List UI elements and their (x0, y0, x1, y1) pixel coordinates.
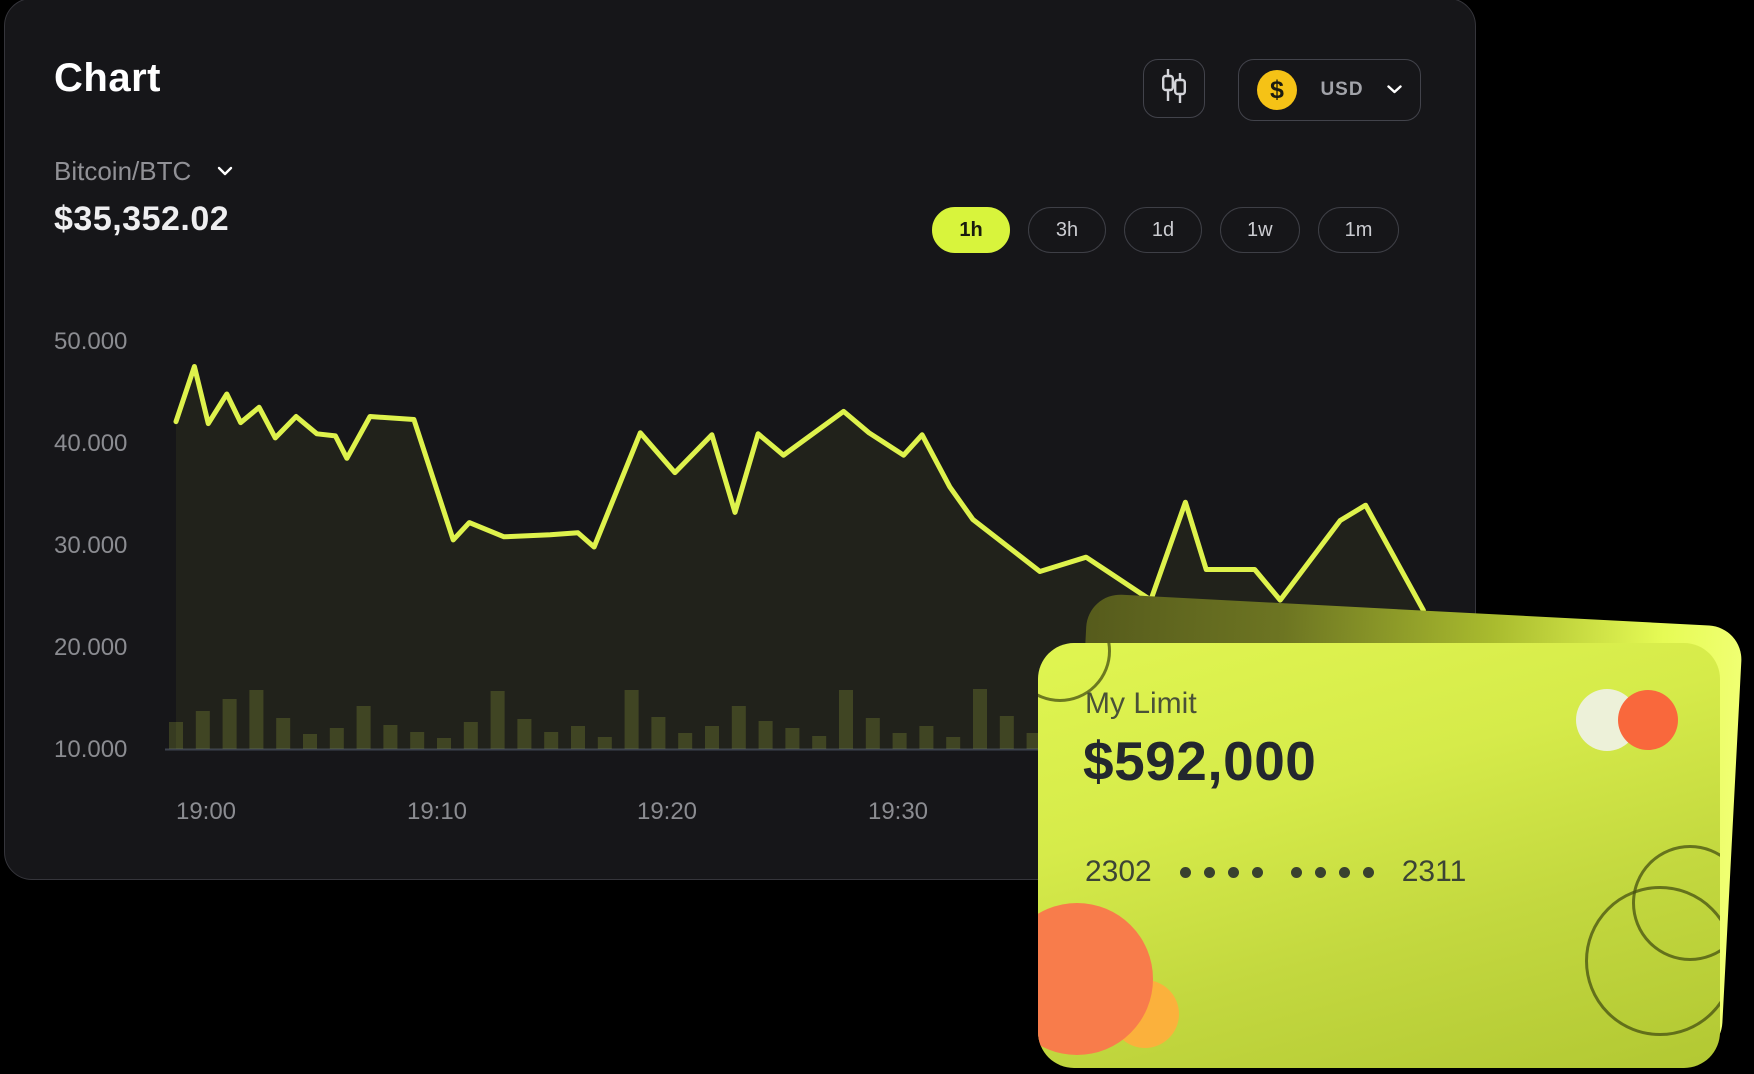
card-number-first: 2302 (1085, 855, 1152, 888)
decorative-ring (1585, 886, 1720, 1036)
card-number-masked-group (1290, 866, 1374, 878)
candlestick-icon (1159, 68, 1189, 109)
current-price: $35,352.02 (54, 200, 230, 238)
chevron-down-icon (1387, 81, 1402, 99)
timeframe-pills: 1h 3h 1d 1w 1m (932, 207, 1400, 253)
currency-code: USD (1320, 79, 1364, 100)
timeframe-1d[interactable]: 1d (1124, 207, 1202, 253)
chart-type-button[interactable] (1143, 59, 1205, 118)
card-number-last: 2311 (1401, 855, 1467, 888)
timeframe-1w[interactable]: 1w (1220, 207, 1300, 253)
pair-label: Bitcoin/BTC (54, 156, 192, 186)
card-toggle[interactable] (1576, 689, 1678, 751)
y-tick-10000: 10.000 (54, 736, 128, 763)
timeframe-1m[interactable]: 1m (1317, 207, 1400, 253)
dollar-coin-icon: $ (1257, 70, 1297, 110)
y-tick-40000: 40.000 (54, 430, 128, 457)
card-number: 2302 2311 (1085, 853, 1466, 891)
timeframe-1h[interactable]: 1h (932, 207, 1010, 253)
chevron-down-icon (217, 163, 233, 181)
y-tick-20000: 20.000 (54, 634, 128, 661)
credit-card: My Limit $592,000 2302 2311 (1038, 643, 1720, 1068)
x-tick-1920: 19:20 (636, 798, 698, 825)
timeframe-3h[interactable]: 3h (1028, 207, 1106, 253)
limit-label: My Limit (1085, 687, 1197, 720)
y-tick-30000: 30.000 (54, 532, 128, 559)
x-tick-1900: 19:00 (175, 798, 237, 825)
toggle-knob-circle (1618, 690, 1678, 750)
limit-value: $592,000 (1083, 730, 1317, 792)
currency-dropdown[interactable]: $ USD (1238, 59, 1421, 121)
card-number-masked-group (1179, 866, 1263, 878)
x-tick-1930: 19:30 (867, 798, 929, 825)
y-tick-50000: 50.000 (54, 328, 128, 355)
page-title: Chart (54, 56, 161, 100)
x-tick-1910: 19:10 (406, 798, 468, 825)
pair-selector[interactable]: Bitcoin/BTC (54, 156, 233, 187)
